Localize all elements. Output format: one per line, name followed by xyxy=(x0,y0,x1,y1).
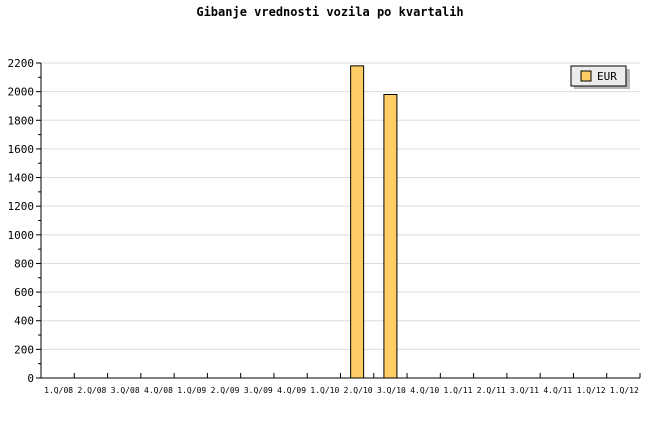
x-tick-label: 3.Q/08 xyxy=(111,386,140,395)
x-tick-label: 4.Q/10 xyxy=(410,386,439,395)
y-tick-label: 1200 xyxy=(8,200,35,213)
x-tick-label: 4.Q/09 xyxy=(277,386,306,395)
y-tick-label: 0 xyxy=(27,372,34,385)
y-tick-label: 2000 xyxy=(8,86,35,99)
y-tick-label: 600 xyxy=(14,286,34,299)
x-tick-label: 1.Q/08 xyxy=(44,386,73,395)
y-tick-label: 200 xyxy=(14,343,34,356)
x-tick-label: 2.Q/10 xyxy=(344,386,373,395)
x-tick-label: 1.Q/12 xyxy=(577,386,606,395)
legend-label: EUR xyxy=(597,70,617,83)
y-tick-label: 800 xyxy=(14,257,34,270)
x-tick-label: 1.Q/10 xyxy=(310,386,339,395)
y-tick-label: 400 xyxy=(14,315,34,328)
y-tick-label: 1400 xyxy=(8,172,35,185)
legend: EUR xyxy=(570,65,630,89)
chart-title: Gibanje vrednosti vozila po kvartalih xyxy=(196,5,463,19)
x-tick-label: 3.Q/10 xyxy=(377,386,406,395)
bar xyxy=(383,94,398,379)
y-tick-label: 2200 xyxy=(8,57,35,70)
y-tick-label: 1600 xyxy=(8,143,35,156)
legend-swatch xyxy=(580,70,592,82)
x-tick-label: 2.Q/08 xyxy=(77,386,106,395)
bar xyxy=(350,65,365,379)
x-tick-label: 3.Q/11 xyxy=(510,386,539,395)
x-tick-label: 2.Q/11 xyxy=(477,386,506,395)
x-tick-label: 4.Q/11 xyxy=(543,386,572,395)
x-tick-label: 1.Q/11 xyxy=(444,386,473,395)
x-tick-label: 1.Q/09 xyxy=(177,386,206,395)
x-tick-label: 1.Q/12 xyxy=(610,386,639,395)
y-tick-label: 1000 xyxy=(8,229,35,242)
y-tick-label: 1800 xyxy=(8,114,35,127)
x-tick-label: 4.Q/08 xyxy=(144,386,173,395)
x-tick-label: 3.Q/09 xyxy=(244,386,273,395)
x-tick-label: 2.Q/09 xyxy=(211,386,240,395)
